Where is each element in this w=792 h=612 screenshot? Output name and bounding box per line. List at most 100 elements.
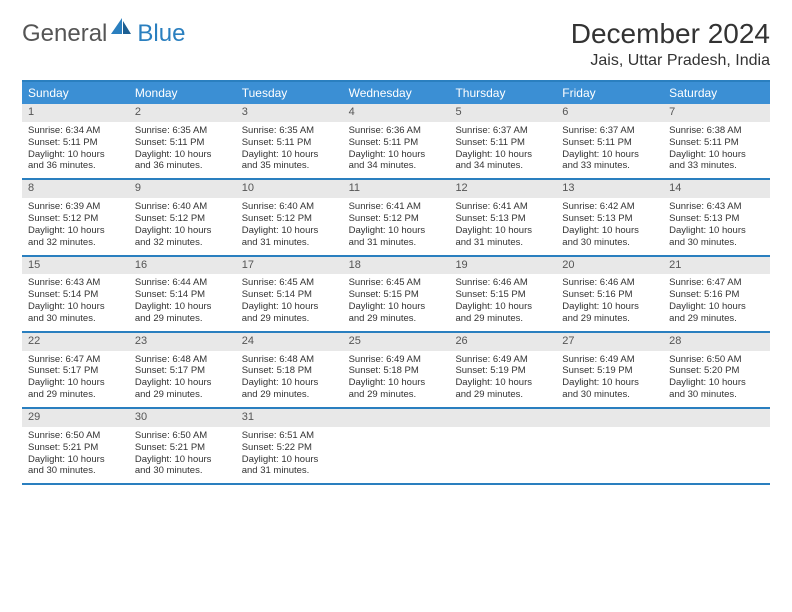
day-cell: 8Sunrise: 6:39 AMSunset: 5:12 PMDaylight… bbox=[22, 180, 129, 254]
day-line: and 30 minutes. bbox=[669, 237, 764, 249]
day-cell bbox=[663, 409, 770, 483]
day-line: and 31 minutes. bbox=[349, 237, 444, 249]
day-number: 28 bbox=[663, 333, 770, 351]
day-body: Sunrise: 6:46 AMSunset: 5:16 PMDaylight:… bbox=[556, 274, 663, 331]
day-line: Sunset: 5:21 PM bbox=[135, 442, 230, 454]
day-line: Sunrise: 6:49 AM bbox=[455, 354, 550, 366]
day-body: Sunrise: 6:49 AMSunset: 5:19 PMDaylight:… bbox=[449, 351, 556, 408]
day-line: and 29 minutes. bbox=[28, 389, 123, 401]
day-line: Sunset: 5:21 PM bbox=[28, 442, 123, 454]
day-number bbox=[449, 409, 556, 427]
day-cell: 13Sunrise: 6:42 AMSunset: 5:13 PMDayligh… bbox=[556, 180, 663, 254]
day-line: Daylight: 10 hours bbox=[562, 225, 657, 237]
day-line: and 35 minutes. bbox=[242, 160, 337, 172]
day-body: Sunrise: 6:37 AMSunset: 5:11 PMDaylight:… bbox=[449, 122, 556, 179]
day-line: Sunset: 5:12 PM bbox=[135, 213, 230, 225]
day-line: Sunrise: 6:46 AM bbox=[455, 277, 550, 289]
day-line: Sunrise: 6:35 AM bbox=[135, 125, 230, 137]
day-cell: 20Sunrise: 6:46 AMSunset: 5:16 PMDayligh… bbox=[556, 257, 663, 331]
day-body: Sunrise: 6:41 AMSunset: 5:13 PMDaylight:… bbox=[449, 198, 556, 255]
day-line: and 30 minutes. bbox=[562, 389, 657, 401]
day-line: Daylight: 10 hours bbox=[28, 149, 123, 161]
day-cell: 9Sunrise: 6:40 AMSunset: 5:12 PMDaylight… bbox=[129, 180, 236, 254]
day-line: Sunset: 5:14 PM bbox=[28, 289, 123, 301]
day-cell: 4 Sunrise: 6:36 AMSunset: 5:11 PMDaylight… bbox=[343, 104, 450, 178]
day-body: Sunrise: 6:50 AMSunset: 5:20 PMDaylight:… bbox=[663, 351, 770, 408]
day-line: Sunset: 5:11 PM bbox=[455, 137, 550, 149]
day-line: Daylight: 10 hours bbox=[135, 377, 230, 389]
calendar: SundayMondayTuesdayWednesdayThursdayFrid… bbox=[22, 80, 770, 485]
day-body: Sunrise: 6:41 AMSunset: 5:12 PMDaylight:… bbox=[343, 198, 450, 255]
day-cell: 11Sunrise: 6:41 AMSunset: 5:12 PMDayligh… bbox=[343, 180, 450, 254]
day-line: Daylight: 10 hours bbox=[242, 377, 337, 389]
day-cell: 19Sunrise: 6:46 AMSunset: 5:15 PMDayligh… bbox=[449, 257, 556, 331]
day-line: Daylight: 10 hours bbox=[28, 377, 123, 389]
day-line: and 30 minutes. bbox=[28, 465, 123, 477]
day-line: Daylight: 10 hours bbox=[28, 301, 123, 313]
day-line: and 29 minutes. bbox=[135, 389, 230, 401]
day-line: Sunset: 5:12 PM bbox=[28, 213, 123, 225]
day-number: 24 bbox=[236, 333, 343, 351]
day-line: Daylight: 10 hours bbox=[135, 149, 230, 161]
day-cell bbox=[556, 409, 663, 483]
day-number bbox=[556, 409, 663, 427]
day-number: 3 bbox=[236, 104, 343, 122]
day-line: Sunrise: 6:45 AM bbox=[242, 277, 337, 289]
day-line: and 33 minutes. bbox=[562, 160, 657, 172]
day-body: Sunrise: 6:48 AMSunset: 5:17 PMDaylight:… bbox=[129, 351, 236, 408]
day-cell: 10Sunrise: 6:40 AMSunset: 5:12 PMDayligh… bbox=[236, 180, 343, 254]
day-body: Sunrise: 6:49 AMSunset: 5:19 PMDaylight:… bbox=[556, 351, 663, 408]
day-body: Sunrise: 6:49 AMSunset: 5:18 PMDaylight:… bbox=[343, 351, 450, 408]
day-header: Friday bbox=[556, 82, 663, 104]
day-cell bbox=[343, 409, 450, 483]
day-number: 8 bbox=[22, 180, 129, 198]
day-line: Daylight: 10 hours bbox=[135, 301, 230, 313]
day-header: Saturday bbox=[663, 82, 770, 104]
day-line: Sunrise: 6:39 AM bbox=[28, 201, 123, 213]
day-cell: 17Sunrise: 6:45 AMSunset: 5:14 PMDayligh… bbox=[236, 257, 343, 331]
day-number: 22 bbox=[22, 333, 129, 351]
day-number: 4 bbox=[343, 104, 450, 122]
day-cell: 26Sunrise: 6:49 AMSunset: 5:19 PMDayligh… bbox=[449, 333, 556, 407]
day-body: Sunrise: 6:43 AMSunset: 5:14 PMDaylight:… bbox=[22, 274, 129, 331]
day-line: Sunrise: 6:49 AM bbox=[349, 354, 444, 366]
day-header: Wednesday bbox=[343, 82, 450, 104]
day-cell: 16Sunrise: 6:44 AMSunset: 5:14 PMDayligh… bbox=[129, 257, 236, 331]
day-body: Sunrise: 6:50 AMSunset: 5:21 PMDaylight:… bbox=[22, 427, 129, 484]
day-line: Sunrise: 6:41 AM bbox=[455, 201, 550, 213]
day-number: 20 bbox=[556, 257, 663, 275]
day-line: Sunrise: 6:47 AM bbox=[669, 277, 764, 289]
day-number: 2 bbox=[129, 104, 236, 122]
day-line: Daylight: 10 hours bbox=[349, 149, 444, 161]
day-line: Sunset: 5:15 PM bbox=[455, 289, 550, 301]
day-line: Sunset: 5:11 PM bbox=[349, 137, 444, 149]
day-line: and 29 minutes. bbox=[455, 389, 550, 401]
day-line: Sunrise: 6:49 AM bbox=[562, 354, 657, 366]
day-line: Sunrise: 6:40 AM bbox=[135, 201, 230, 213]
day-line: Daylight: 10 hours bbox=[135, 454, 230, 466]
day-header: Tuesday bbox=[236, 82, 343, 104]
day-cell: 23Sunrise: 6:48 AMSunset: 5:17 PMDayligh… bbox=[129, 333, 236, 407]
day-line: Daylight: 10 hours bbox=[669, 301, 764, 313]
day-line: and 29 minutes. bbox=[562, 313, 657, 325]
day-line: and 29 minutes. bbox=[669, 313, 764, 325]
day-line: Sunset: 5:12 PM bbox=[242, 213, 337, 225]
day-line: Sunrise: 6:50 AM bbox=[28, 430, 123, 442]
day-number: 14 bbox=[663, 180, 770, 198]
day-cell: 28Sunrise: 6:50 AMSunset: 5:20 PMDayligh… bbox=[663, 333, 770, 407]
day-number: 31 bbox=[236, 409, 343, 427]
title-block: December 2024 Jais, Uttar Pradesh, India bbox=[571, 18, 770, 70]
day-number: 29 bbox=[22, 409, 129, 427]
day-body: Sunrise: 6:43 AMSunset: 5:13 PMDaylight:… bbox=[663, 198, 770, 255]
day-line: Sunset: 5:11 PM bbox=[669, 137, 764, 149]
day-line: and 34 minutes. bbox=[455, 160, 550, 172]
day-line: Sunrise: 6:36 AM bbox=[349, 125, 444, 137]
day-line: Daylight: 10 hours bbox=[455, 149, 550, 161]
day-cell: 25Sunrise: 6:49 AMSunset: 5:18 PMDayligh… bbox=[343, 333, 450, 407]
day-number: 21 bbox=[663, 257, 770, 275]
calendar-page: General Blue December 2024 Jais, Uttar P… bbox=[0, 0, 792, 503]
day-line: Daylight: 10 hours bbox=[349, 301, 444, 313]
day-line: Sunset: 5:12 PM bbox=[349, 213, 444, 225]
day-line: Sunset: 5:15 PM bbox=[349, 289, 444, 301]
day-line: Sunset: 5:20 PM bbox=[669, 365, 764, 377]
